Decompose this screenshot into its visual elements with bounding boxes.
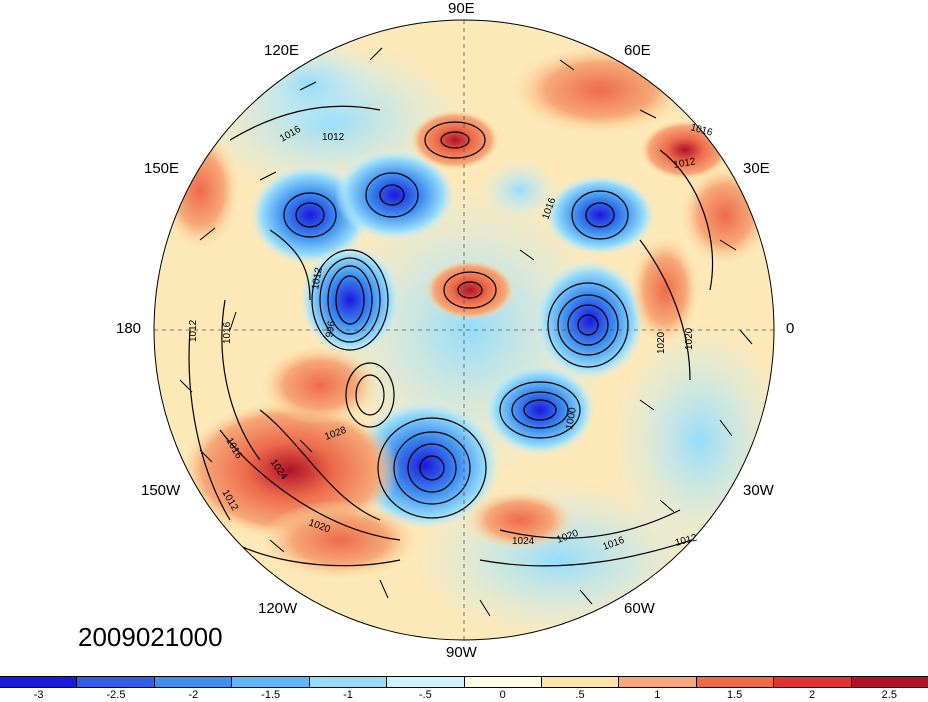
colorbar-tick-label: -2.5 [106, 689, 126, 701]
polar-map: 1016 1012 1012 1012 1016 1020 1028 1024 … [153, 19, 775, 641]
colorbar-swatch [77, 677, 155, 687]
lon-label-180: 180 [116, 320, 142, 337]
contour-label: 1020 [656, 331, 667, 354]
colorbar-tick-label: 1 [654, 689, 661, 701]
colorbar-swatch [0, 677, 78, 687]
lon-label-150w: 150W [141, 482, 181, 499]
pressure-contours [188, 105, 721, 567]
colorbar-swatch [696, 677, 775, 687]
contour-label: 996 [324, 320, 338, 339]
colorbar-swatch [387, 677, 465, 687]
contour-label: 1012 [188, 319, 199, 342]
contour-label: 1012 [310, 266, 325, 290]
lon-label-60w: 60W [624, 600, 655, 617]
lon-label-0: 0 [786, 320, 795, 337]
colorbar-tick-label: -1 [343, 689, 353, 701]
colorbar-tick-label: -.5 [418, 689, 432, 701]
colorbar-swatch [154, 677, 233, 687]
lon-label-60e: 60E [624, 42, 651, 59]
lon-label-30e: 30E [743, 160, 770, 177]
colorbar-swatch [232, 677, 310, 687]
lon-label-150e: 150E [144, 160, 180, 177]
colorbar-tick-label: 0 [499, 689, 506, 701]
contour-label: 1012 [322, 132, 345, 143]
colorbar-tick-label: .5 [575, 689, 585, 701]
anomaly-field [154, 20, 774, 640]
colorbar-tick-label: 1.5 [727, 689, 743, 701]
contour-label: 1000 [564, 406, 579, 430]
colorbar [0, 676, 928, 688]
lon-label-120e: 120E [264, 42, 300, 59]
contour-label: 1016 [222, 321, 233, 344]
contour-label: 1012 [673, 156, 697, 171]
contour-label: 1024 [512, 536, 535, 547]
colorbar-swatch [464, 677, 542, 687]
colorbar-tick-label: -1.5 [261, 689, 281, 701]
contour-label: 1020 [684, 327, 695, 350]
lon-label-90e: 90E [448, 0, 475, 17]
colorbar-tick-label: 2 [808, 689, 816, 701]
colorbar-swatch [619, 677, 697, 687]
colorbar-tick-label: 2.5 [881, 689, 897, 701]
lon-label-90w: 90W [446, 644, 477, 661]
colorbar-swatch [851, 677, 928, 687]
lon-label-30w: 30W [743, 482, 774, 499]
wind-barbs [179, 47, 753, 617]
map-boundary [153, 19, 775, 641]
date-label: 2009021000 [78, 622, 223, 652]
colorbar-tick-label: -2 [188, 689, 199, 701]
colorbar-swatch [309, 677, 388, 687]
colorbar-swatch [774, 677, 852, 687]
colorbar-tick-label: -3 [33, 689, 44, 701]
contour-label-group: 1016 1012 1012 1012 1016 1020 1028 1024 … [188, 122, 714, 553]
colorbar-swatch [541, 677, 620, 687]
lon-label-120w: 120W [258, 600, 298, 617]
